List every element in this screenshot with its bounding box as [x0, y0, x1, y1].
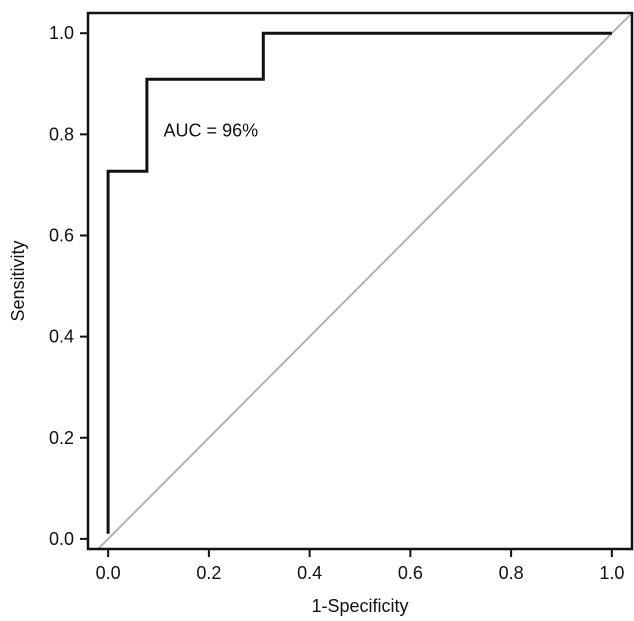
- y-axis: 0.0 0.2 0.4 0.6 0.8 1.0: [49, 23, 88, 549]
- y-tick-label: 0.6: [49, 225, 74, 245]
- y-tick-label: 0.2: [49, 428, 74, 448]
- x-tick-label: 0.2: [196, 563, 221, 583]
- x-tick-label: 0.4: [297, 563, 322, 583]
- auc-annotation: AUC = 96%: [164, 120, 259, 140]
- x-axis-label: 1-Specificity: [311, 596, 408, 616]
- x-axis: 0.0 0.2 0.4 0.6 0.8 1.0: [96, 549, 624, 583]
- plot-frame: [86, 11, 634, 551]
- x-tick-label: 0.0: [96, 563, 121, 583]
- roc-curve-line: [106, 31, 612, 534]
- y-tick-label: 0.0: [49, 529, 74, 549]
- x-tick-label: 0.8: [499, 563, 524, 583]
- y-tick-label: 0.8: [49, 124, 74, 144]
- plot-area: [96, 13, 632, 549]
- x-tick-label: 1.0: [599, 563, 624, 583]
- reference-diagonal-line: [96, 13, 632, 549]
- y-tick-label: 1.0: [49, 23, 74, 43]
- y-axis-label: Sensitivity: [8, 240, 28, 321]
- y-tick-label: 0.4: [49, 327, 74, 347]
- x-tick-label: 0.6: [398, 563, 423, 583]
